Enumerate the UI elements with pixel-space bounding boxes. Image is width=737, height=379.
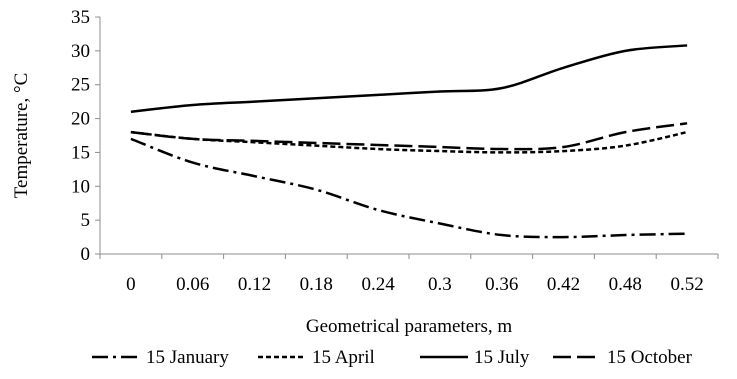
y-tick-label: 25 xyxy=(71,75,90,96)
x-tick-label: 0.52 xyxy=(670,274,703,295)
x-tick-label: 0.3 xyxy=(428,274,452,295)
series-line-15-april xyxy=(130,130,688,154)
x-tick-label: 0.06 xyxy=(176,274,209,295)
x-tick-label: 0.48 xyxy=(609,274,642,295)
y-tick-label: 0 xyxy=(81,244,91,265)
axes: 0 5 10 15 20 25 30 35 0 0.06 0.12 0.18 0.24 0.3 0.36 0.… xyxy=(71,7,719,295)
series-line-15-october xyxy=(130,122,688,151)
y-axis-title: Temperature, °C xyxy=(11,73,32,199)
y-tick-label: 10 xyxy=(71,176,90,197)
x-axis-title: Geometrical parameters, m xyxy=(306,316,512,337)
y-tick-label: 35 xyxy=(71,7,90,28)
y-tick-label: 30 xyxy=(71,41,90,62)
x-tick-label: 0.24 xyxy=(361,274,395,295)
legend: 15 January 15 April 15 July 15 October xyxy=(92,347,693,368)
x-tick-label: 0.36 xyxy=(485,274,518,295)
legend-label: 15 July xyxy=(474,347,530,368)
x-tick-label: 0 xyxy=(126,274,136,295)
x-tick-label: 0.12 xyxy=(238,274,271,295)
y-tick-label: 5 xyxy=(81,210,91,231)
series-line-15-july xyxy=(130,44,688,114)
legend-label: 15 April xyxy=(312,347,375,368)
series-layer xyxy=(130,44,688,239)
legend-label: 15 January xyxy=(146,347,229,368)
series-line-15-january xyxy=(130,137,688,239)
y-tick-label: 20 xyxy=(71,109,90,130)
x-tick-label: 0.18 xyxy=(300,274,333,295)
x-tick-label: 0.42 xyxy=(547,274,580,295)
y-tick-label: 15 xyxy=(71,142,90,163)
legend-label: 15 October xyxy=(607,347,693,368)
